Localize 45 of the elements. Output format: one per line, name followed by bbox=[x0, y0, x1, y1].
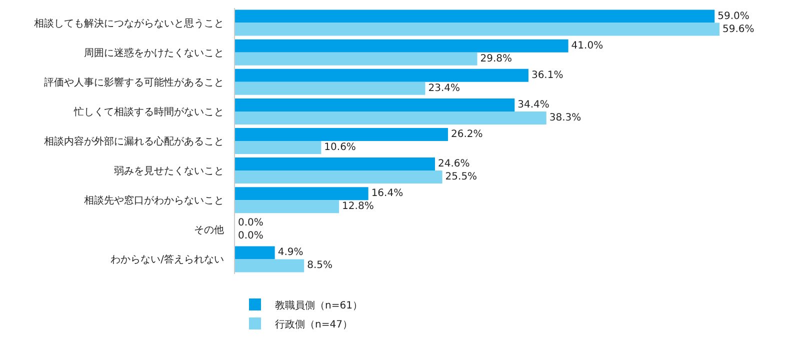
data-label: 0.0% bbox=[238, 230, 264, 242]
data-label: 16.4% bbox=[371, 188, 404, 200]
bar bbox=[235, 246, 275, 260]
bar bbox=[235, 82, 426, 95]
bar bbox=[235, 10, 715, 23]
y-tick-label: その他 bbox=[194, 224, 224, 236]
data-label: 4.9% bbox=[278, 247, 304, 258]
bar bbox=[235, 52, 478, 66]
data-label: 26.2% bbox=[450, 129, 483, 140]
legend-label: 教職員側（n=61） bbox=[275, 299, 362, 312]
y-tick-label: 相談しても解決につながらないと思うこと bbox=[34, 17, 224, 30]
bar bbox=[235, 22, 720, 36]
data-label: 59.6% bbox=[722, 24, 754, 35]
bar bbox=[235, 68, 528, 82]
bar bbox=[235, 141, 322, 154]
legend-label: 行政側（n=47） bbox=[275, 319, 352, 330]
data-label: 12.8% bbox=[342, 201, 374, 212]
bar bbox=[235, 39, 568, 52]
data-label: 25.5% bbox=[445, 172, 478, 183]
data-label: 29.8% bbox=[480, 53, 512, 64]
y-tick-label: わからない/答えられない bbox=[110, 254, 224, 266]
y-tick-label: 弱みを見せたくないこと bbox=[114, 166, 224, 178]
bar bbox=[235, 158, 435, 171]
bar bbox=[235, 187, 368, 200]
data-label: 36.1% bbox=[531, 70, 564, 81]
y-tick-label: 相談先や窓口がわからないこと bbox=[84, 194, 224, 207]
data-label: 38.3% bbox=[549, 112, 582, 124]
y-tick-label: 周囲に迷惑をかけたくないこと bbox=[84, 46, 224, 59]
data-label: 23.4% bbox=[428, 82, 460, 94]
data-label: 0.0% bbox=[238, 218, 264, 229]
bar bbox=[235, 111, 546, 124]
bar bbox=[235, 259, 304, 272]
data-label: 41.0% bbox=[571, 40, 604, 52]
bar bbox=[235, 200, 340, 214]
data-label: 8.5% bbox=[307, 260, 333, 272]
data-label: 24.6% bbox=[438, 158, 470, 170]
bar bbox=[235, 98, 515, 112]
data-label: 59.0% bbox=[718, 10, 750, 22]
y-tick-label: 相談内容が外部に漏れる心配があること bbox=[44, 136, 224, 148]
y-tick-label: 忙しくて相談する時間がないこと bbox=[73, 106, 224, 118]
bar bbox=[235, 170, 442, 184]
data-label: 10.6% bbox=[324, 142, 356, 153]
data-label: 34.4% bbox=[518, 99, 550, 110]
y-tick-label: 評価や人事に影響する可能性があること bbox=[44, 76, 224, 88]
bar bbox=[235, 128, 448, 141]
